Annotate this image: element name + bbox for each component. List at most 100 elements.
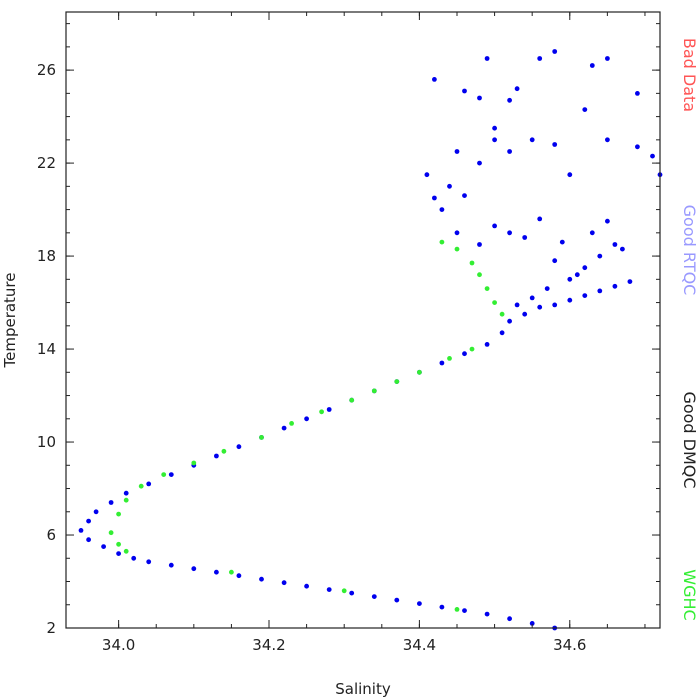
y-tick-label: 6 xyxy=(46,526,56,544)
data-point xyxy=(507,149,512,154)
data-point xyxy=(559,239,565,245)
y-tick-label: 10 xyxy=(37,433,56,451)
data-point xyxy=(499,311,505,317)
data-point xyxy=(78,528,84,533)
data-point xyxy=(507,97,512,103)
plot-frame xyxy=(65,11,661,629)
data-point xyxy=(635,91,640,96)
data-point xyxy=(462,88,467,94)
data-point xyxy=(349,397,355,403)
data-point xyxy=(259,576,264,582)
data-point xyxy=(146,481,152,487)
y-tick-label: 14 xyxy=(37,340,56,358)
data-point xyxy=(499,330,505,336)
data-point xyxy=(612,242,618,247)
data-point xyxy=(439,207,445,213)
data-point xyxy=(123,497,129,503)
legend-label: Good RTQC xyxy=(680,205,699,296)
data-point xyxy=(123,490,129,496)
data-point xyxy=(650,153,655,159)
data-point xyxy=(492,125,497,131)
data-point xyxy=(131,555,137,561)
y-tick-label: 26 xyxy=(37,61,56,79)
data-point xyxy=(484,56,490,61)
legend-label: WGHC xyxy=(680,569,699,620)
data-point xyxy=(552,49,558,54)
data-point xyxy=(605,137,610,143)
data-point xyxy=(439,604,445,610)
data-point xyxy=(582,265,588,271)
data-point xyxy=(439,360,445,366)
legend: Bad Data Good RTQC Good DMQC WGHC xyxy=(680,38,699,621)
data-point xyxy=(454,607,460,612)
data-point xyxy=(326,407,332,412)
data-point xyxy=(101,544,106,549)
data-point xyxy=(447,356,452,361)
x-tick-label: 34.2 xyxy=(252,636,285,654)
legend-label: Bad Data xyxy=(680,38,699,112)
data-point xyxy=(567,172,573,178)
data-point xyxy=(304,416,309,422)
x-tick-label: 34.0 xyxy=(102,636,135,654)
data-point xyxy=(116,551,121,556)
data-point xyxy=(492,300,497,305)
data-point xyxy=(454,149,460,154)
legend-label: Good DMQC xyxy=(680,391,699,488)
data-point xyxy=(281,580,287,586)
data-point xyxy=(394,379,400,384)
data-point xyxy=(469,260,475,266)
data-point xyxy=(454,246,460,252)
data-point xyxy=(567,276,573,282)
data-point xyxy=(529,295,535,301)
y-axis-label: Temperature xyxy=(1,272,19,368)
y-tick-label: 22 xyxy=(37,154,56,172)
data-point xyxy=(627,279,633,284)
data-point xyxy=(341,588,347,594)
data-point xyxy=(484,286,490,291)
data-point xyxy=(86,537,91,543)
data-point xyxy=(635,144,640,150)
data-point xyxy=(281,425,287,431)
data-point xyxy=(454,230,460,236)
data-point xyxy=(417,601,422,606)
data-point xyxy=(326,587,332,592)
data-point xyxy=(620,246,625,252)
data-point xyxy=(86,518,91,524)
data-point xyxy=(529,137,535,143)
data-point xyxy=(191,460,197,466)
data-point xyxy=(108,530,114,536)
x-tick-label: 34.6 xyxy=(553,636,586,654)
data-point xyxy=(214,569,219,575)
data-point xyxy=(484,342,490,347)
data-point xyxy=(447,183,452,189)
data-point xyxy=(116,541,121,547)
data-point xyxy=(394,597,400,603)
data-point xyxy=(123,548,129,554)
data-point xyxy=(236,444,242,450)
data-point xyxy=(552,302,558,308)
data-point xyxy=(612,283,618,289)
data-point xyxy=(214,453,219,459)
data-point xyxy=(574,272,580,278)
data-point xyxy=(432,195,437,201)
data-point xyxy=(522,311,528,317)
data-point xyxy=(221,448,227,454)
y-tick-label: 18 xyxy=(37,247,56,265)
data-point xyxy=(597,253,603,259)
data-point xyxy=(304,583,309,589)
x-tick-label: 34.4 xyxy=(403,636,436,654)
data-point xyxy=(529,621,535,626)
data-point xyxy=(146,559,152,565)
data-point xyxy=(537,304,543,310)
data-point xyxy=(116,511,121,517)
data-point xyxy=(462,193,467,199)
data-point xyxy=(462,608,467,613)
data-point xyxy=(589,63,595,68)
data-point xyxy=(432,77,437,82)
data-point xyxy=(492,223,497,229)
data-point xyxy=(514,302,520,308)
data-point xyxy=(582,107,588,112)
data-point xyxy=(507,230,512,236)
data-point xyxy=(477,272,482,278)
data-point xyxy=(108,500,114,505)
